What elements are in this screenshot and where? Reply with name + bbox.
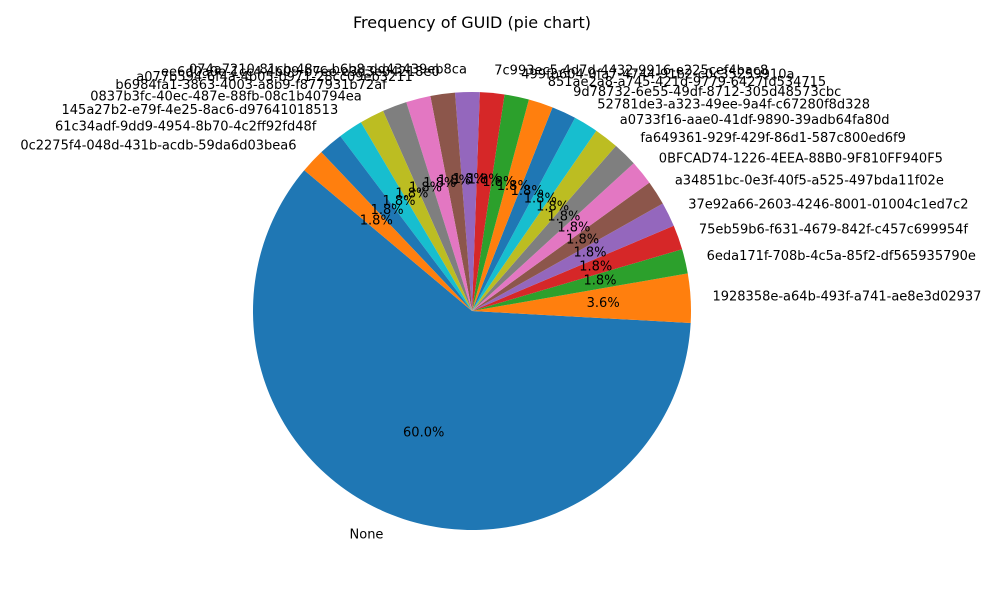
slice-pct-label-6: 1.8%	[557, 221, 590, 236]
pie-slice-12	[472, 94, 529, 311]
slice-pct-label-19: 1.8%	[383, 194, 416, 209]
slice-pct-label-1: 3.6%	[587, 296, 620, 311]
slice-label-6: 0BFCAD74-1226-4EEA-88B0-9F810FF940F5	[659, 151, 943, 166]
pie-slice-0	[252, 170, 691, 531]
pie-slice-6	[472, 163, 650, 311]
slice-label-16: a077b594-6f4a-4b05-b971-28cc09eb3211	[136, 70, 413, 85]
slice-label-19: 145a27b2-e79f-4e25-8ac6-d97641018513	[62, 103, 339, 118]
pie-slice-13	[472, 92, 505, 311]
chart-title: Frequency of GUID (pie chart)	[353, 13, 591, 32]
slice-pct-label-10: 1.8%	[511, 184, 544, 199]
pie-slice-7	[472, 145, 634, 311]
slice-pct-label-18: 1.8%	[395, 187, 428, 202]
slice-label-21: 0c2275f4-048d-431b-acdb-59da6d03bea6	[20, 138, 296, 153]
pie-slice-3	[472, 225, 683, 311]
slice-pct-label-14: 1.8%	[453, 172, 486, 187]
slice-pct-label-12: 1.8%	[482, 175, 515, 190]
slice-pct-label-2: 1.8%	[583, 274, 616, 289]
slice-label-18: 0837b3fc-40ec-487e-88fb-08c1b40794ea	[90, 89, 362, 104]
slice-pct-label-0: 60.0%	[403, 426, 444, 441]
pie-slice-11	[472, 99, 553, 312]
slice-pct-label-5: 1.8%	[566, 233, 599, 248]
slice-label-15: ee6d0a0e-1cc4-4b09-b7ee-e3d3e04218e0	[161, 65, 440, 80]
slice-pct-label-17: 1.8%	[409, 181, 442, 196]
slice-label-1: 1928358e-a64b-493f-a741-ae8e3d02937	[712, 289, 981, 304]
pie-slice-19	[340, 122, 472, 312]
pie-slice-1	[472, 273, 691, 323]
slice-label-20: 61c34adf-9dd9-4954-8b70-4c2ff92fd48f	[55, 120, 317, 135]
slice-label-4: 37e92a66-2603-4246-8001-01004c1ed7c2	[688, 197, 968, 212]
slice-label-8: a0733f16-aae0-41df-9890-39adb64fa80d	[620, 113, 890, 128]
slice-pct-label-16: 1.8%	[423, 176, 456, 191]
pie-slice-14	[454, 91, 480, 311]
slice-pct-label-13: 1.8%	[468, 173, 501, 188]
slice-pct-label-20: 1.8%	[371, 203, 404, 218]
pie-slice-15	[430, 92, 472, 311]
slice-label-3: 75eb59b6-f631-4679-842f-c457c699954f	[699, 223, 969, 238]
pie-slice-17	[383, 102, 472, 311]
slice-pct-label-21: 1.8%	[360, 213, 393, 228]
slice-pct-label-15: 1.8%	[438, 173, 471, 188]
slice-label-17: b6984fa1-3863-4003-a8b9-f877931b72af	[115, 78, 387, 93]
pie-slice-8	[472, 130, 616, 311]
slice-pct-label-8: 1.8%	[536, 200, 569, 215]
pie-slice-9	[472, 117, 597, 311]
slice-label-5: a34851bc-0e3f-40f5-a525-497bda11f02e	[675, 174, 944, 189]
slice-label-14: 074a7210-81cb-48cc-b6b8-dd43439eb8ca	[189, 63, 467, 78]
slice-pct-label-7: 1.8%	[547, 210, 580, 225]
slice-label-11: 851ae2a8-a745-421d-9779-6427fd534715	[548, 75, 827, 90]
pie-slice-16	[406, 96, 472, 311]
slice-label-2: 6eda171f-708b-4c5a-85f2-df565935790e	[707, 249, 976, 264]
slice-label-13: 7c993ec5-4d7d-4432-9916-e225cef4bac8	[494, 64, 768, 79]
pie-slice-2	[472, 249, 688, 311]
slice-pct-label-9: 1.8%	[524, 191, 557, 206]
pie-slice-21	[304, 152, 472, 311]
pie-slice-18	[360, 110, 472, 312]
pie-slice-5	[472, 182, 663, 311]
slice-pct-label-3: 1.8%	[579, 259, 612, 274]
pie-slice-10	[472, 107, 576, 311]
pie-slice-4	[472, 203, 674, 311]
slice-label-0: None	[350, 528, 384, 543]
slice-pct-label-11: 1.8%	[497, 179, 530, 194]
slice-pct-label-4: 1.8%	[573, 246, 606, 261]
slice-label-7: fa649361-929f-429f-86d1-587c800ed6f9	[640, 131, 906, 146]
slice-label-9: 52781de3-a323-49ee-9a4f-c67280f8d328	[597, 98, 870, 113]
slice-label-12: 499fb604-0fa7-4744-91b2-c0c35259910a	[521, 68, 794, 83]
slice-label-10: 9d78732-6e55-49df-8712-305d48573cbc	[573, 85, 841, 100]
labels-layer: None 60.0% 1928358e-a64b-493f-a741-ae8e3d0…	[20, 63, 981, 543]
pie-slice-20	[321, 136, 472, 311]
slices-layer	[252, 91, 691, 531]
